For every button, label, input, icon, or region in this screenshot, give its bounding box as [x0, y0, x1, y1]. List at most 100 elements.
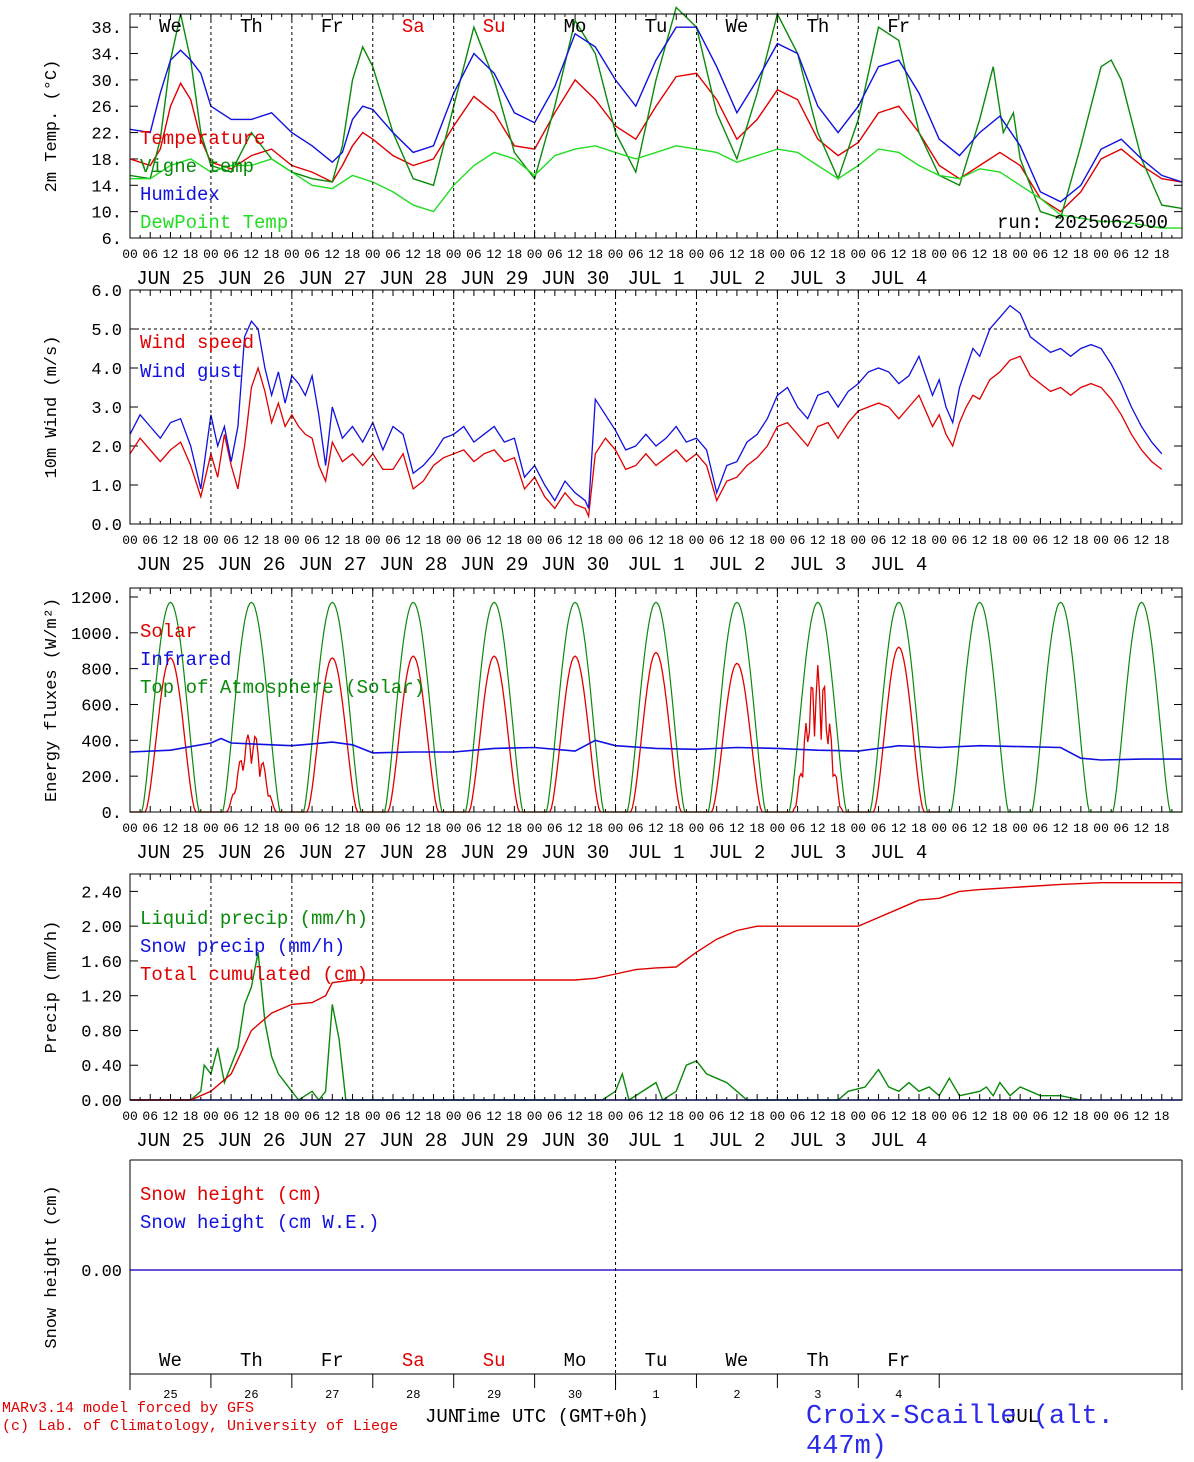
legend-entry: Humidex	[140, 184, 220, 206]
day-label: JUN 25	[136, 268, 204, 290]
hour-tick-label: 12	[891, 247, 907, 262]
day-label: JUL 1	[627, 268, 684, 290]
hour-tick-label: 12	[486, 821, 502, 836]
weekday-label: Th	[806, 16, 829, 38]
hour-tick-label: 18	[749, 1109, 765, 1124]
day-label: JUN 30	[541, 554, 609, 576]
model-credit: MARv3.14 model forced by GFS (c) Lab. of…	[2, 1400, 398, 1436]
hour-tick-label: 00	[1012, 247, 1028, 262]
hour-tick-label: 00	[446, 1109, 462, 1124]
hour-tick-label: 06	[628, 247, 644, 262]
hour-tick-label: 06	[385, 821, 401, 836]
hour-tick-label: 12	[486, 1109, 502, 1124]
hour-tick-label: 12	[405, 821, 421, 836]
hour-tick-label: 00	[1012, 821, 1028, 836]
hour-tick-label: 12	[567, 821, 583, 836]
weekday-label: Th	[240, 1350, 263, 1372]
day-number: 3	[814, 1388, 821, 1402]
y-tick-label: 6.	[102, 231, 122, 250]
hour-tick-label: 00	[689, 1109, 705, 1124]
hour-tick-label: 00	[1093, 1109, 1109, 1124]
hour-tick-label: 18	[992, 533, 1008, 548]
hour-tick-label: 12	[405, 1109, 421, 1124]
hour-tick-label: 12	[244, 1109, 260, 1124]
hour-tick-label: 00	[284, 1109, 300, 1124]
day-label: JUN 27	[298, 1130, 366, 1152]
day-label: JUL 2	[708, 554, 765, 576]
y-tick-label: 800.	[81, 662, 122, 681]
hour-tick-label: 00	[1012, 1109, 1028, 1124]
hour-tick-label: 12	[163, 247, 179, 262]
weekday-label: We	[159, 1350, 182, 1372]
hour-tick-label: 18	[992, 247, 1008, 262]
hour-tick-label: 12	[567, 533, 583, 548]
day-label: JUL 3	[789, 842, 846, 864]
weekday-label: Su	[483, 1350, 506, 1372]
hour-tick-label: 06	[223, 533, 239, 548]
hour-tick-label: 12	[405, 533, 421, 548]
hour-tick-label: 06	[142, 821, 158, 836]
hour-tick-label: 12	[567, 247, 583, 262]
hour-tick-label: 18	[183, 247, 199, 262]
day-label: JUN 28	[379, 842, 447, 864]
hour-tick-label: 06	[952, 821, 968, 836]
day-label: JUL 3	[789, 554, 846, 576]
series-infrared	[129, 737, 1182, 761]
weekday-label: Mo	[564, 16, 587, 38]
weekday-label: Sa	[402, 16, 425, 38]
hour-tick-label: 18	[183, 533, 199, 548]
hour-tick-label: 18	[507, 247, 523, 262]
day-number: 26	[244, 1388, 258, 1402]
series-dewpoint-temp	[130, 145, 1182, 229]
hour-tick-label: 12	[648, 1109, 664, 1124]
hour-tick-label: 12	[891, 1109, 907, 1124]
hour-tick-label: 18	[830, 1109, 846, 1124]
hour-tick-label: 06	[304, 247, 320, 262]
y-tick-label: 2.00	[81, 919, 122, 938]
hour-tick-label: 06	[385, 533, 401, 548]
hour-tick-label: 18	[911, 247, 927, 262]
hour-tick-label: 18	[183, 821, 199, 836]
run-annotation: run: 2025062500	[997, 212, 1168, 234]
model-credit-line2: (c) Lab. of Climatology, University of L…	[2, 1418, 399, 1435]
hour-tick-label: 06	[1033, 247, 1049, 262]
hour-tick-label: 00	[446, 247, 462, 262]
hour-tick-label: 06	[709, 1109, 725, 1124]
hour-tick-label: 18	[264, 1109, 280, 1124]
hour-tick-label: 18	[668, 821, 684, 836]
hour-tick-label: 06	[952, 1109, 968, 1124]
y-tick-label: 0.40	[81, 1058, 122, 1077]
hour-tick-label: 00	[122, 247, 138, 262]
hour-tick-label: 18	[345, 247, 361, 262]
hour-tick-label: 12	[648, 247, 664, 262]
day-number: 4	[895, 1388, 902, 1402]
hour-tick-label: 18	[830, 247, 846, 262]
hour-tick-label: 18	[911, 821, 927, 836]
hour-tick-label: 00	[1012, 533, 1028, 548]
hour-tick-label: 12	[1053, 533, 1069, 548]
hour-tick-label: 18	[183, 1109, 199, 1124]
weekday-label: Mo	[564, 1350, 587, 1372]
hour-tick-label: 18	[1073, 247, 1089, 262]
hour-tick-label: 00	[851, 247, 867, 262]
day-label: JUN 25	[136, 1130, 204, 1152]
y-tick-label: 1.20	[81, 989, 122, 1008]
hour-tick-label: 18	[264, 247, 280, 262]
day-label: JUN 27	[298, 842, 366, 864]
hour-tick-label: 18	[264, 533, 280, 548]
day-label: JUN 26	[217, 1130, 285, 1152]
y-tick-label: 4.0	[91, 361, 122, 380]
hour-tick-label: 06	[1114, 821, 1130, 836]
hour-tick-label: 06	[790, 1109, 806, 1124]
hour-tick-label: 12	[810, 533, 826, 548]
y-tick-label: 2.40	[81, 884, 122, 903]
hour-tick-label: 18	[507, 821, 523, 836]
hour-tick-label: 12	[729, 1109, 745, 1124]
day-label: JUL 2	[708, 842, 765, 864]
hour-tick-label: 00	[931, 1109, 947, 1124]
hour-tick-label: 12	[648, 533, 664, 548]
legend-entry: Snow height (cm)	[140, 1184, 322, 1206]
legend-entry: Solar	[140, 621, 197, 643]
hour-tick-label: 00	[527, 533, 543, 548]
hour-tick-label: 06	[871, 1109, 887, 1124]
